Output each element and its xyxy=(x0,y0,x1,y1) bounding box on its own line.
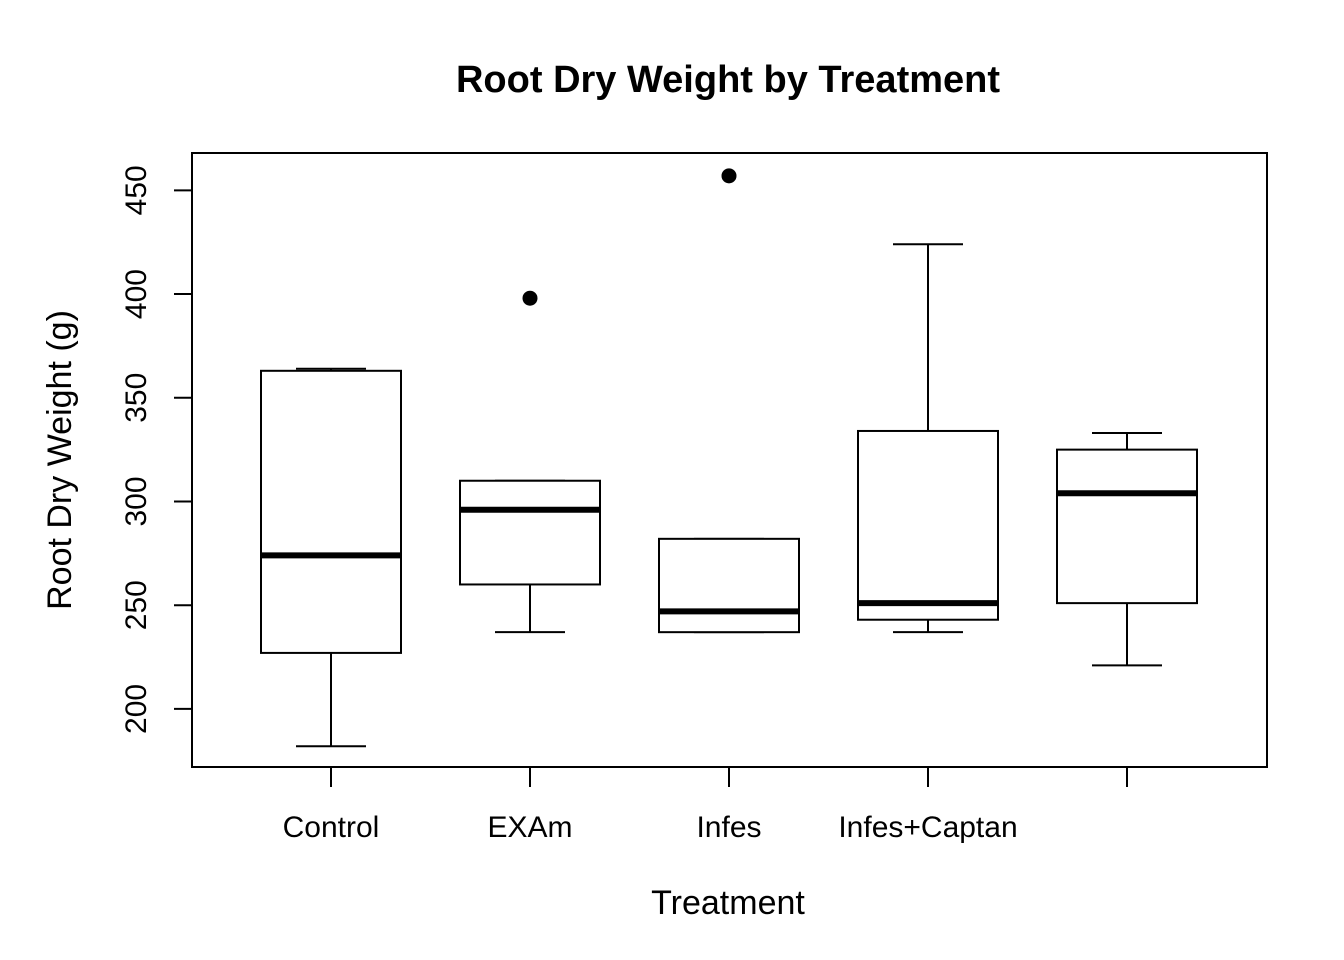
x-tick-label-1: EXAm xyxy=(487,811,572,844)
y-axis: 200 250 300 350 400 450 xyxy=(120,165,192,734)
x-tick-label-3: Infes+Captan xyxy=(838,811,1017,844)
y-axis-label: Root Dry Weight (g) xyxy=(41,310,79,610)
outlier-point-2-0 xyxy=(721,168,737,184)
iqr-box-2 xyxy=(658,537,800,634)
y-tick-label-250: 250 xyxy=(120,580,153,630)
y-tick-label-450: 450 xyxy=(120,165,153,215)
chart-title: Root Dry Weight by Treatment xyxy=(456,59,1000,101)
y-tick-label-300: 300 xyxy=(120,476,153,526)
x-axis: Control EXAm Infes Infes+Captan xyxy=(283,767,1128,844)
iqr-box-0 xyxy=(260,369,402,654)
box-group-1 xyxy=(459,290,601,634)
iqr-box-4 xyxy=(1056,448,1198,605)
y-tick-label-400: 400 xyxy=(120,269,153,319)
iqr-box-1 xyxy=(459,479,601,586)
x-tick-label-2: Infes xyxy=(696,811,761,844)
y-tick-label-350: 350 xyxy=(120,373,153,423)
y-tick-label-200: 200 xyxy=(120,684,153,734)
box-group-0 xyxy=(260,367,402,748)
iqr-box-3 xyxy=(857,429,999,621)
outlier-point-1-0 xyxy=(522,290,538,306)
box-group-3 xyxy=(857,243,999,634)
box-group-4 xyxy=(1056,432,1198,667)
boxes-layer xyxy=(260,168,1198,748)
x-tick-label-0: Control xyxy=(283,811,380,844)
x-axis-label: Treatment xyxy=(651,884,805,922)
box-group-2 xyxy=(658,168,800,634)
